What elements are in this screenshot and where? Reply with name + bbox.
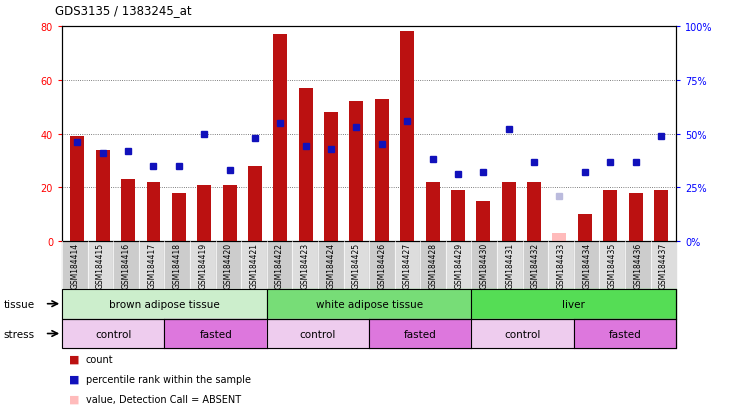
Text: fasted: fasted [404,329,436,339]
Bar [96,150,110,242]
Bar [477,201,491,242]
Text: GSM184416: GSM184416 [121,242,131,288]
Text: GSM184437: GSM184437 [659,242,668,288]
Text: GSM184428: GSM184428 [428,242,438,288]
Bar [121,180,135,242]
Bar [146,183,161,242]
Text: GSM184417: GSM184417 [147,242,156,288]
Bar [299,88,313,242]
Bar [629,193,643,242]
Text: control: control [95,329,132,339]
Bar [375,99,389,242]
Bar [70,137,84,242]
Text: GSM184433: GSM184433 [556,242,566,288]
Text: tissue: tissue [4,299,35,309]
Bar [401,32,414,242]
Bar [553,234,567,242]
Bar [197,185,211,242]
Text: GSM184418: GSM184418 [173,242,182,288]
Text: stress: stress [4,329,35,339]
Text: GSM184423: GSM184423 [300,242,310,288]
Text: GSM184430: GSM184430 [480,242,489,288]
Text: value, Detection Call = ABSENT: value, Detection Call = ABSENT [86,394,240,404]
Text: GSM184415: GSM184415 [96,242,105,288]
Text: GSM184422: GSM184422 [275,242,284,288]
Text: GSM184421: GSM184421 [249,242,259,288]
Text: GSM184427: GSM184427 [403,242,412,288]
Bar [451,191,465,242]
Text: brown adipose tissue: brown adipose tissue [109,299,220,309]
Bar [577,215,592,242]
Bar [425,183,439,242]
Bar [349,102,363,242]
Text: GSM184435: GSM184435 [607,242,617,288]
Text: fasted: fasted [200,329,232,339]
Text: count: count [86,354,113,364]
Text: GSM184419: GSM184419 [198,242,208,288]
Text: GSM184432: GSM184432 [531,242,540,288]
Text: GSM184431: GSM184431 [505,242,515,288]
Bar [501,183,515,242]
Bar [248,166,262,242]
Text: GSM184420: GSM184420 [224,242,233,288]
Text: fasted: fasted [609,329,641,339]
Bar [273,35,287,242]
Bar [603,191,617,242]
Bar [324,113,338,242]
Bar [223,185,237,242]
Text: control: control [504,329,541,339]
Text: white adipose tissue: white adipose tissue [316,299,423,309]
Text: ■: ■ [69,374,80,384]
Text: GDS3135 / 1383245_at: GDS3135 / 1383245_at [55,4,192,17]
Text: ■: ■ [69,394,80,404]
Text: GSM184429: GSM184429 [454,242,463,288]
Text: ■: ■ [69,354,80,364]
Text: GSM184434: GSM184434 [582,242,591,288]
Text: percentile rank within the sample: percentile rank within the sample [86,374,251,384]
Bar [527,183,541,242]
Text: GSM184414: GSM184414 [70,242,80,288]
Text: control: control [300,329,336,339]
Text: GSM184426: GSM184426 [377,242,387,288]
Text: GSM184436: GSM184436 [633,242,643,288]
Text: GSM184424: GSM184424 [326,242,336,288]
Bar [654,191,668,242]
Text: liver: liver [562,299,586,309]
Bar [172,193,186,242]
Text: GSM184425: GSM184425 [352,242,361,288]
